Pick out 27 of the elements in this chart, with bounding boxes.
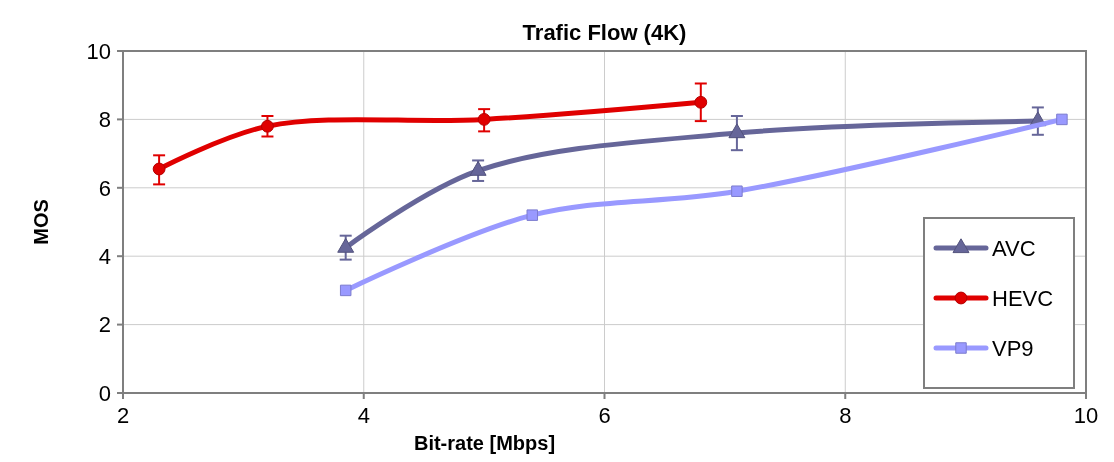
point: [526, 209, 539, 221]
y-tick-label: 10: [86, 38, 111, 64]
point: [728, 123, 746, 139]
chart-title: Trafic Flow (4K): [522, 20, 687, 45]
x-tick-label: 6: [598, 403, 611, 428]
x-axis-title: Bit-rate [Mbps]: [413, 432, 556, 454]
point: [731, 185, 743, 197]
y-tick-label: 2: [98, 312, 111, 338]
y-tick-label: 0: [98, 380, 111, 406]
point: [477, 112, 491, 126]
y-tick-label: 4: [98, 243, 111, 269]
point: [694, 95, 708, 109]
y-axis-title: MOS: [30, 199, 52, 245]
point: [469, 161, 487, 176]
y-tick-label: 8: [98, 107, 111, 133]
x-tick-label: 10: [1073, 403, 1099, 428]
x-tick-label: 8: [839, 403, 852, 428]
point: [339, 284, 352, 297]
point: [152, 162, 166, 176]
x-tick-label: 2: [116, 403, 130, 428]
legend-label: VP9: [992, 335, 1034, 361]
y-tick-label: 6: [98, 175, 111, 201]
legend-label: AVC: [992, 235, 1036, 261]
point: [1056, 113, 1068, 126]
x-tick-label: 4: [357, 403, 370, 428]
legend-label: HEVC: [992, 285, 1054, 311]
point: [261, 119, 274, 133]
